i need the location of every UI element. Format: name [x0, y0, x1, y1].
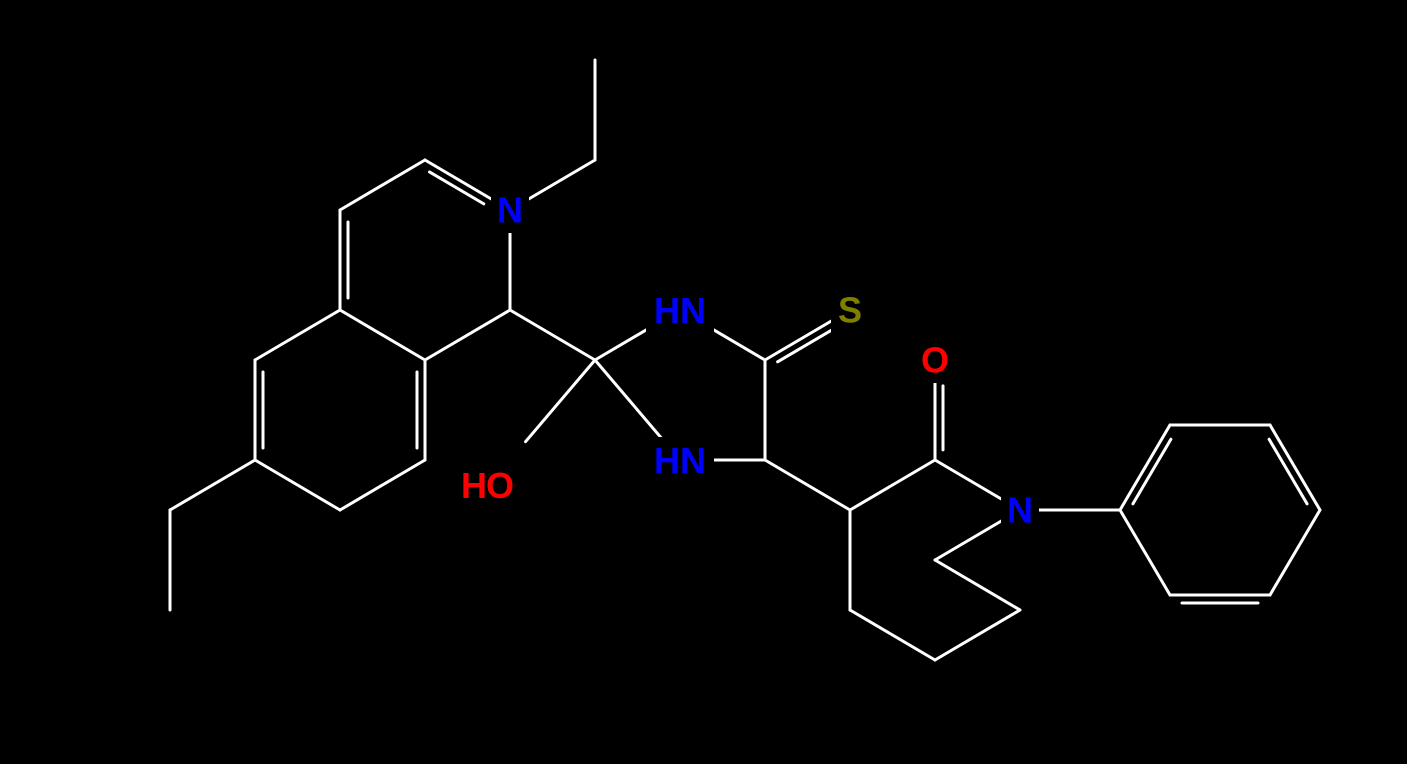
atom-label-O: O [921, 340, 949, 381]
molecule-diagram: N HO HN HN S O N [0, 0, 1407, 764]
atom-label-HN: HN [654, 290, 706, 331]
diagram-background [0, 0, 1407, 764]
atom-label-HN: HN [654, 440, 706, 481]
atom-label-N: N [497, 190, 523, 231]
atom-label-S: S [838, 290, 862, 331]
atom-label-N: N [1007, 490, 1033, 531]
atom-label-HO: HO [461, 465, 514, 506]
